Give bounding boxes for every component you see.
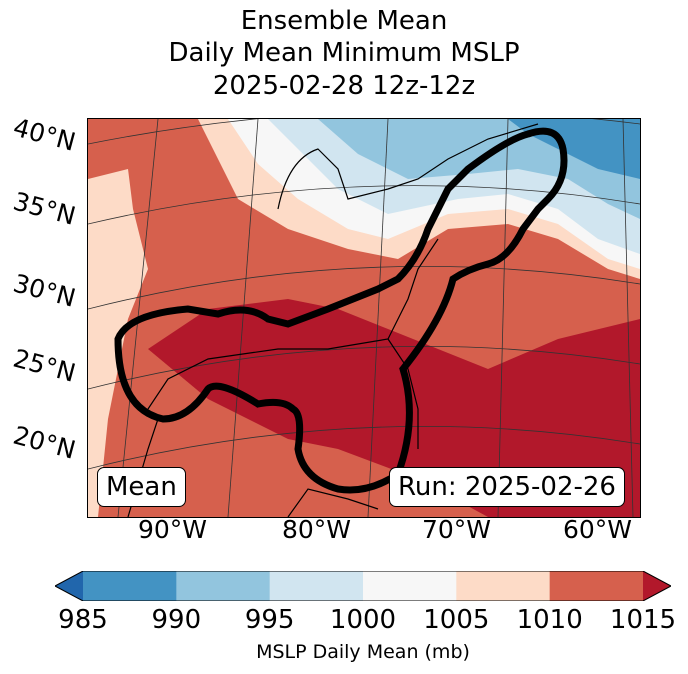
lon-tick-80w: 80°W	[282, 515, 352, 544]
map-panel: Mean Run: 2025-02-26	[87, 118, 641, 518]
colorbar	[55, 571, 671, 601]
colorbar-tick: 1005	[423, 605, 490, 635]
contour-line	[114, 127, 568, 494]
title-line-2: Daily Mean Minimum MSLP	[168, 38, 520, 68]
colorbar-over-arrow	[643, 571, 671, 601]
lat-tick-20: 20°N	[10, 420, 79, 465]
lat-tick-30: 30°N	[10, 268, 79, 313]
lat-tick-40: 40°N	[10, 112, 79, 157]
colorbar-segment	[363, 571, 457, 601]
lon-tick-90w: 90°W	[138, 515, 208, 544]
colorbar-tick: 990	[151, 605, 202, 635]
colorbar-tick: 1010	[516, 605, 583, 635]
colorbar-segment	[456, 571, 551, 601]
colorbar-segment	[269, 571, 364, 601]
colorbar-tick: 985	[58, 605, 108, 635]
lon-tick-70w: 70°W	[422, 515, 492, 544]
title-line-1: Ensemble Mean	[240, 6, 448, 36]
lon-tick-60w: 60°W	[563, 515, 633, 544]
title-line-3: 2025-02-28 12z-12z	[212, 71, 476, 101]
field-1015	[148, 299, 640, 517]
colorbar-tick: 995	[244, 605, 295, 635]
colorbar-label: MSLP Daily Mean (mb)	[256, 641, 470, 663]
colorbar-under-arrow	[55, 571, 83, 601]
colorbar-tick: 1000	[329, 605, 397, 635]
colorbar-segment	[83, 571, 177, 601]
colorbar-segment	[176, 571, 271, 601]
colorbar-tick: 1015	[609, 605, 677, 635]
lat-tick-35: 35°N	[10, 186, 79, 231]
map-canvas	[88, 119, 640, 517]
legend-mean-label: Mean	[97, 467, 186, 507]
colorbar-segment	[549, 571, 644, 601]
run-date-label: Run: 2025-02-26	[389, 467, 625, 507]
lat-tick-25: 25°N	[10, 343, 79, 388]
